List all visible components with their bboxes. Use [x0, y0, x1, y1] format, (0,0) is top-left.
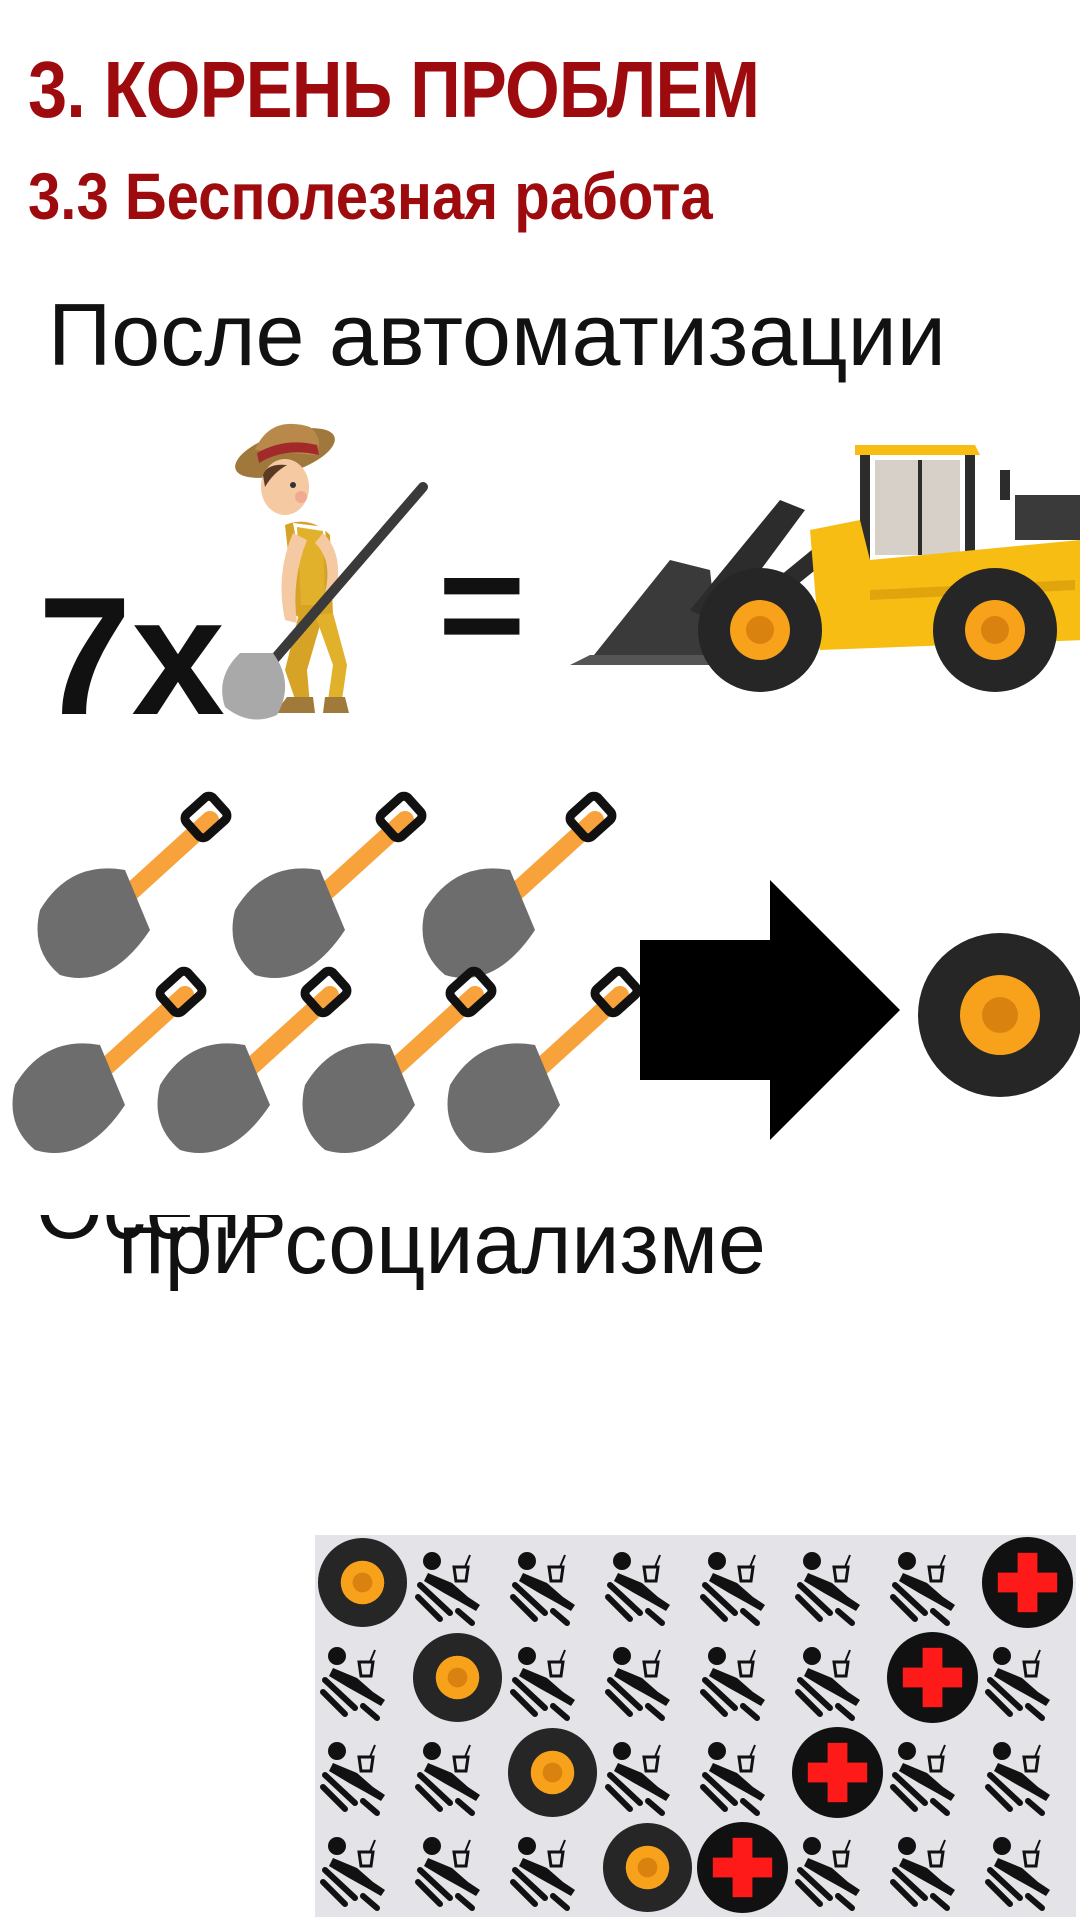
reclining-person-icon: [600, 1725, 695, 1820]
shovel-icon: [422, 791, 617, 978]
right-arrow-icon: [640, 880, 900, 1140]
icon-grid: [315, 1535, 1076, 1917]
reclining-person-icon: [600, 1630, 695, 1725]
reclining-person-icon: [695, 1725, 790, 1820]
reclining-person-icon: [790, 1820, 885, 1915]
after-automation-label: После автоматизации: [48, 285, 946, 384]
wheel-icon: [410, 1630, 505, 1725]
wheel-icon: [315, 1535, 410, 1630]
reclining-person-icon: [410, 1820, 505, 1915]
reclining-person-icon: [505, 1820, 600, 1915]
reclining-person-icon: [980, 1820, 1075, 1915]
red-cross-icon: [695, 1820, 790, 1915]
reclining-person-icon: [790, 1630, 885, 1725]
wheel-icon: [918, 933, 1080, 1097]
wheel-icon: [505, 1725, 600, 1820]
reclining-person-icon: [315, 1630, 410, 1725]
wheel-icon: [600, 1820, 695, 1915]
reclining-person-icon: [695, 1630, 790, 1725]
front-loader-icon: [570, 445, 1080, 692]
page-subtitle: 3.3 Бесполезная работа: [28, 159, 713, 233]
shovel-icon: [447, 966, 642, 1153]
reclining-person-icon: [505, 1535, 600, 1630]
reclining-person-icon: [885, 1820, 980, 1915]
reclining-person-icon: [980, 1725, 1075, 1820]
reclining-person-icon: [600, 1535, 695, 1630]
shovel-icon: [157, 966, 352, 1153]
reclining-person-icon: [980, 1630, 1075, 1725]
red-cross-icon: [980, 1535, 1075, 1630]
shovel-icon: [37, 791, 232, 978]
multiplier-label: 7x: [38, 562, 225, 750]
shovel-icon: [12, 966, 207, 1153]
reclining-person-icon: [790, 1535, 885, 1630]
shovel-icon: [232, 791, 427, 978]
reclining-person-icon: [410, 1725, 505, 1820]
socialism-label: при социализме: [118, 1196, 766, 1292]
shovel-icon: [302, 966, 497, 1153]
reclining-person-icon: [315, 1725, 410, 1820]
reclining-person-icon: [885, 1725, 980, 1820]
digging-worker-icon: [222, 423, 428, 720]
reclining-person-icon: [885, 1535, 980, 1630]
reclining-person-icon: [505, 1630, 600, 1725]
red-cross-icon: [790, 1725, 885, 1820]
reclining-person-icon: [315, 1820, 410, 1915]
equals-sign: =: [438, 520, 526, 688]
red-cross-icon: [885, 1630, 980, 1725]
reclining-person-icon: [695, 1535, 790, 1630]
reclining-person-icon: [410, 1535, 505, 1630]
shovel-group: [12, 791, 642, 1153]
page-title: 3. КОРЕНЬ ПРОБЛЕМ: [28, 45, 760, 134]
